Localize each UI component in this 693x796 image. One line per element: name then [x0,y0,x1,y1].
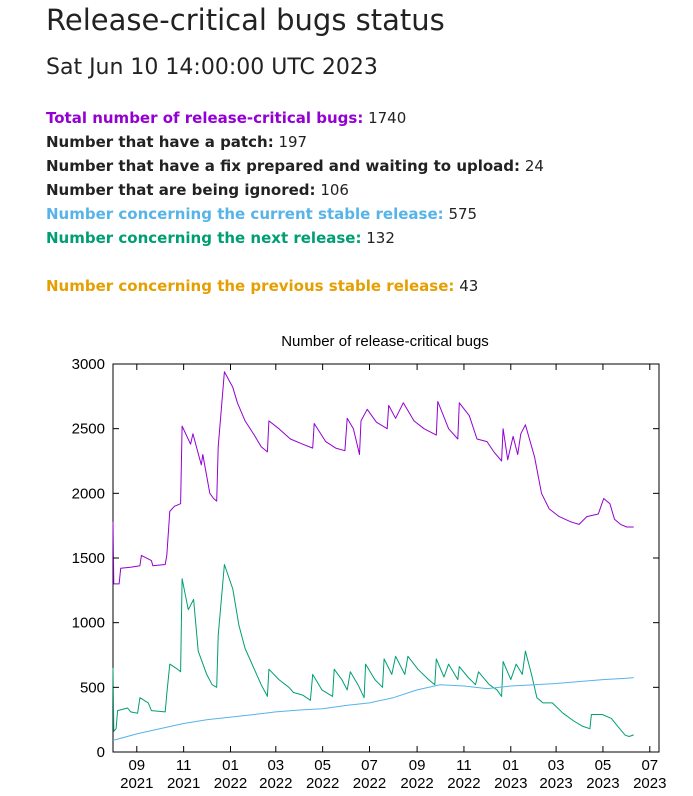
x-tick-year: 2022 [447,775,480,792]
page-title: Release-critical bugs status [46,3,445,37]
x-tick-year: 2023 [586,775,619,792]
stat-value: 197 [278,133,308,151]
series-line-0 [112,371,634,585]
stat-patch: Number that have a patch: 197 [46,130,544,154]
spacer [46,250,544,274]
x-tick-month: 01 [222,757,239,774]
series-line-2 [112,677,634,741]
x-tick-month: 09 [409,757,426,774]
stat-previous-stable: Number concerning the previous stable re… [46,274,544,298]
y-tick-label: 3000 [72,356,105,373]
x-tick-year: 2022 [306,775,339,792]
x-tick-month: 03 [548,757,565,774]
stat-label: Total number of release-critical bugs: [46,109,364,127]
stat-label: Number that are being ignored: [46,181,316,199]
y-tick-label: 0 [97,744,105,761]
stat-label: Number concerning the previous stable re… [46,277,455,295]
y-axis: 0 500 1000 1500 2000 2500 3000 [72,356,659,761]
stat-value: 43 [459,277,479,295]
series-line-1 [112,564,634,737]
x-tick-year: 2021 [120,775,153,792]
x-axis: 0920211120210120220320220520220720220920… [120,364,666,792]
y-tick-label: 500 [80,679,105,696]
stat-value: 24 [524,157,544,175]
x-tick-month: 05 [595,757,612,774]
x-tick-year: 2023 [633,775,666,792]
y-tick-label: 2000 [72,485,105,502]
series-lines [112,371,634,741]
x-tick-year: 2022 [259,775,292,792]
stat-label: Number concerning the next release: [46,229,362,247]
stat-total: Total number of release-critical bugs: 1… [46,106,544,130]
x-tick-year: 2023 [539,775,572,792]
stat-value: 106 [320,181,349,199]
stat-value: 132 [366,229,395,247]
y-tick-label: 1000 [72,615,105,632]
x-tick-year: 2023 [494,775,527,792]
y-tick-label: 1500 [72,550,105,567]
stat-next-release: Number concerning the next release: 132 [46,226,544,250]
stat-ignored: Number that are being ignored: 106 [46,178,544,202]
stat-value: 575 [448,205,478,223]
x-tick-month: 05 [314,757,331,774]
x-tick-month: 07 [361,757,378,774]
stat-current-stable: Number concerning the current stable rel… [46,202,544,226]
x-tick-year: 2021 [167,775,200,792]
x-tick-month: 03 [267,757,284,774]
stat-label: Number concerning the current stable rel… [46,205,444,223]
rc-bugs-chart: Number of release-critical bugs 0 500 1000… [72,333,667,792]
x-tick-month: 11 [176,757,192,774]
stat-label: Number that have a fix prepared and wait… [46,157,521,175]
chart-title: Number of release-critical bugs [281,333,489,350]
x-tick-month: 11 [456,757,472,774]
stats-list: Total number of release-critical bugs: 1… [46,106,544,298]
x-tick-month: 01 [502,757,519,774]
y-tick-label: 2500 [72,421,105,438]
stat-value: 1740 [368,109,407,127]
x-tick-month: 09 [128,757,145,774]
stat-label: Number that have a patch: [46,133,274,151]
x-tick-year: 2022 [400,775,433,792]
x-tick-year: 2022 [214,775,247,792]
timestamp: Sat Jun 10 14:00:00 UTC 2023 [46,55,378,80]
stat-fix-prepared: Number that have a fix prepared and wait… [46,154,544,178]
x-tick-month: 07 [641,757,658,774]
plot-frame [112,363,660,753]
x-tick-year: 2022 [353,775,386,792]
